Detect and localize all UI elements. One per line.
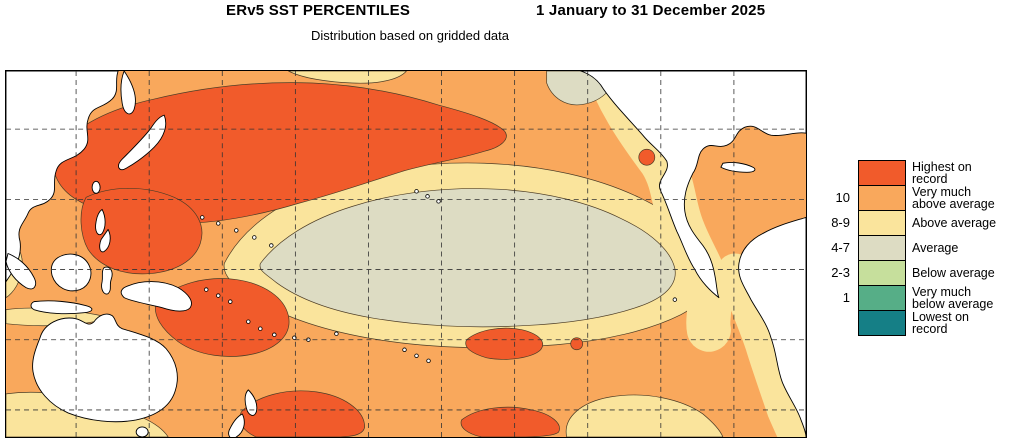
legend-label: above average — [912, 197, 995, 211]
legend-item-highest-on-record: Highest on record — [858, 160, 996, 186]
legend-swatch-highest-on-record — [858, 160, 906, 186]
legend-swatch-lowest-on-record — [858, 310, 906, 336]
legend-item-average: Average — [858, 235, 996, 261]
tick-1: 1 — [842, 290, 850, 305]
legend-item-lowest-on-record: Lowest on record — [858, 310, 996, 336]
legend-item-above-average: Above average — [858, 210, 996, 236]
date-range: 1 January to 31 December 2025 — [536, 2, 766, 19]
legend-item-very-much-below-average: Very much below average — [858, 285, 996, 311]
legend-swatch-average — [858, 235, 906, 261]
map-canvas — [6, 71, 806, 437]
philippines-2 — [99, 228, 111, 253]
legend-label: below average — [912, 297, 994, 311]
sst-percentile-map — [5, 70, 807, 438]
borneo — [50, 253, 92, 292]
kamchatka — [120, 71, 136, 115]
sa-coastal-band — [716, 253, 806, 437]
cuba — [720, 162, 756, 173]
sulawesi — [101, 266, 113, 295]
nz-south-island — [228, 413, 245, 437]
legend-label: record — [912, 172, 948, 186]
legend-swatch-below-average — [858, 260, 906, 286]
page-title: ERv5 SST PERCENTILES — [226, 2, 411, 19]
legend-label: Lowest on — [912, 310, 969, 324]
legend: Highest on record Very much above average … — [858, 160, 996, 336]
legend-swatch-very-much-above-average — [858, 185, 906, 211]
landmasses — [6, 71, 806, 437]
legend-label: Above average — [912, 216, 997, 230]
legend-swatch-very-much-below-average — [858, 285, 906, 311]
legend-label: Below average — [912, 266, 995, 280]
asia — [6, 71, 119, 283]
sumatra — [6, 253, 37, 290]
tasmania — [135, 426, 149, 437]
tick-2-3: 2-3 — [831, 265, 850, 280]
south-america — [738, 216, 806, 437]
taiwan — [91, 180, 101, 194]
legend-item-below-average: Below average — [858, 260, 996, 286]
philippines — [95, 208, 106, 236]
legend-label: record — [912, 322, 948, 336]
legend-label: Highest on — [912, 160, 972, 174]
average-regions — [259, 71, 676, 328]
legend-label: Very much — [912, 185, 972, 199]
legend-swatch-above-average — [858, 210, 906, 236]
legend-label: Average — [912, 241, 959, 255]
legend-item-very-much-above-average: Very much above average — [858, 185, 996, 211]
graticule — [6, 71, 806, 437]
legend-label: Very much — [912, 285, 972, 299]
tick-8-9: 8-9 — [831, 215, 850, 230]
australia — [32, 313, 178, 423]
japan — [118, 114, 167, 171]
nz-north-island — [244, 389, 258, 416]
subtitle: Distribution based on gridded data — [310, 28, 510, 43]
new-guinea — [120, 281, 192, 312]
tick-10: 10 — [835, 190, 850, 205]
java — [30, 300, 93, 315]
north-america — [580, 71, 806, 299]
tick-4-7: 4-7 — [831, 240, 850, 255]
